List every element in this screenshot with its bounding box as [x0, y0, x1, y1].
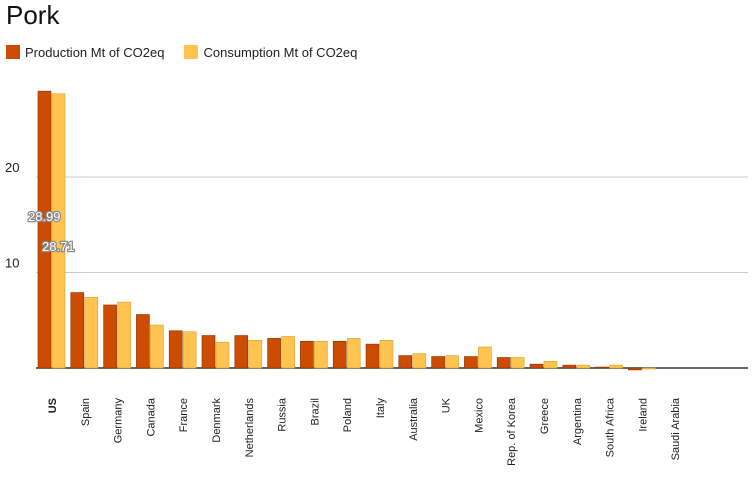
x-tick-label-rep-of-korea: Rep. of Korea	[506, 397, 518, 466]
x-tick-label-greece: Greece	[539, 398, 551, 434]
x-tick-label-denmark: Denmark	[211, 398, 223, 443]
chart-title: Pork	[6, 0, 60, 30]
bar-consumption-canada	[150, 324, 164, 369]
x-tick-label-italy: Italy	[375, 398, 387, 419]
bar-consumption-italy	[379, 340, 394, 369]
bar-production-netherlands	[234, 335, 249, 369]
x-tick-label-germany: Germany	[113, 398, 125, 444]
x-tick-label-poland: Poland	[342, 398, 354, 432]
bar-consumption-denmark	[215, 341, 230, 369]
bar-consumption-argentina	[576, 364, 591, 369]
legend-item-consumption[interactable]: Consumption Mt of CO2eq	[184, 45, 357, 60]
bar-consumption-greece	[543, 361, 558, 369]
legend-label-consumption: Consumption Mt of CO2eq	[203, 44, 358, 60]
bar-production-brazil	[300, 340, 314, 369]
bar-production-canada	[136, 314, 150, 369]
legend-item-production[interactable]: Production Mt of CO2eq	[6, 45, 164, 60]
bar-consumption-mexico	[478, 346, 492, 369]
x-tick-label-russia: Russia	[277, 397, 289, 432]
y-tick-label-10: 10	[5, 256, 19, 271]
bar-consumption-russia	[281, 336, 295, 369]
bar-production-italy	[365, 343, 380, 369]
x-tick-label-netherlands: Netherlands	[244, 398, 256, 458]
bar-production-rep-of-korea	[496, 357, 511, 369]
bar-consumption-germany	[117, 301, 131, 369]
bar-production-argentina	[562, 364, 577, 369]
bar-production-ireland	[628, 367, 642, 371]
x-tick-label-france: France	[178, 398, 190, 432]
data-label-production-us: 28.99	[28, 209, 61, 224]
bar-production-denmark	[201, 335, 216, 369]
x-tick-label-ireland: Ireland	[637, 398, 649, 432]
bar-consumption-france	[182, 331, 197, 369]
bar-consumption-south-africa	[609, 364, 623, 369]
bar-production-australia	[398, 355, 413, 369]
bar-consumption-us	[51, 93, 66, 369]
bar-production-us	[37, 90, 52, 369]
bar-production-russia	[267, 338, 281, 369]
legend-swatch-production	[6, 45, 20, 59]
x-tick-label-canada: Canada	[145, 397, 157, 436]
x-tick-label-spain: Spain	[80, 398, 92, 426]
bar-production-spain	[70, 292, 85, 369]
x-tick-label-mexico: Mexico	[473, 398, 485, 433]
bar-production-south-africa	[595, 366, 609, 369]
y-tick-label-20: 20	[5, 160, 19, 175]
bar-consumption-netherlands	[248, 340, 263, 369]
bar-consumption-australia	[412, 353, 427, 369]
x-tick-label-australia: Australia	[408, 397, 420, 441]
bar-production-greece	[529, 363, 544, 369]
legend-label-production: Production Mt of CO2eq	[25, 44, 165, 60]
data-label-consumption-us: 28.71	[42, 239, 75, 254]
x-tick-label-argentina: Argentina	[572, 397, 584, 445]
bar-production-uk	[431, 356, 445, 369]
x-tick-label-brazil: Brazil	[309, 398, 321, 426]
x-tick-label-uk: UK	[441, 397, 453, 413]
bar-consumption-poland	[346, 338, 361, 369]
x-tick-label-us: US	[47, 398, 59, 413]
bar-consumption-uk	[445, 355, 459, 369]
x-tick-label-south-africa: South Africa	[605, 397, 617, 457]
legend-swatch-consumption	[184, 45, 199, 59]
bar-consumption-brazil	[314, 340, 328, 369]
bar-production-france	[168, 330, 183, 369]
bar-consumption-spain	[84, 297, 99, 369]
x-tick-label-saudi-arabia: Saudi Arabia	[670, 397, 682, 460]
legend: Production Mt of CO2eq Consumption Mt of…	[6, 43, 377, 61]
bar-consumption-ireland	[642, 367, 656, 370]
bar-production-germany	[103, 304, 117, 369]
bar-production-mexico	[464, 356, 478, 369]
bar-consumption-rep-of-korea	[510, 357, 525, 369]
bar-production-poland	[332, 340, 347, 369]
